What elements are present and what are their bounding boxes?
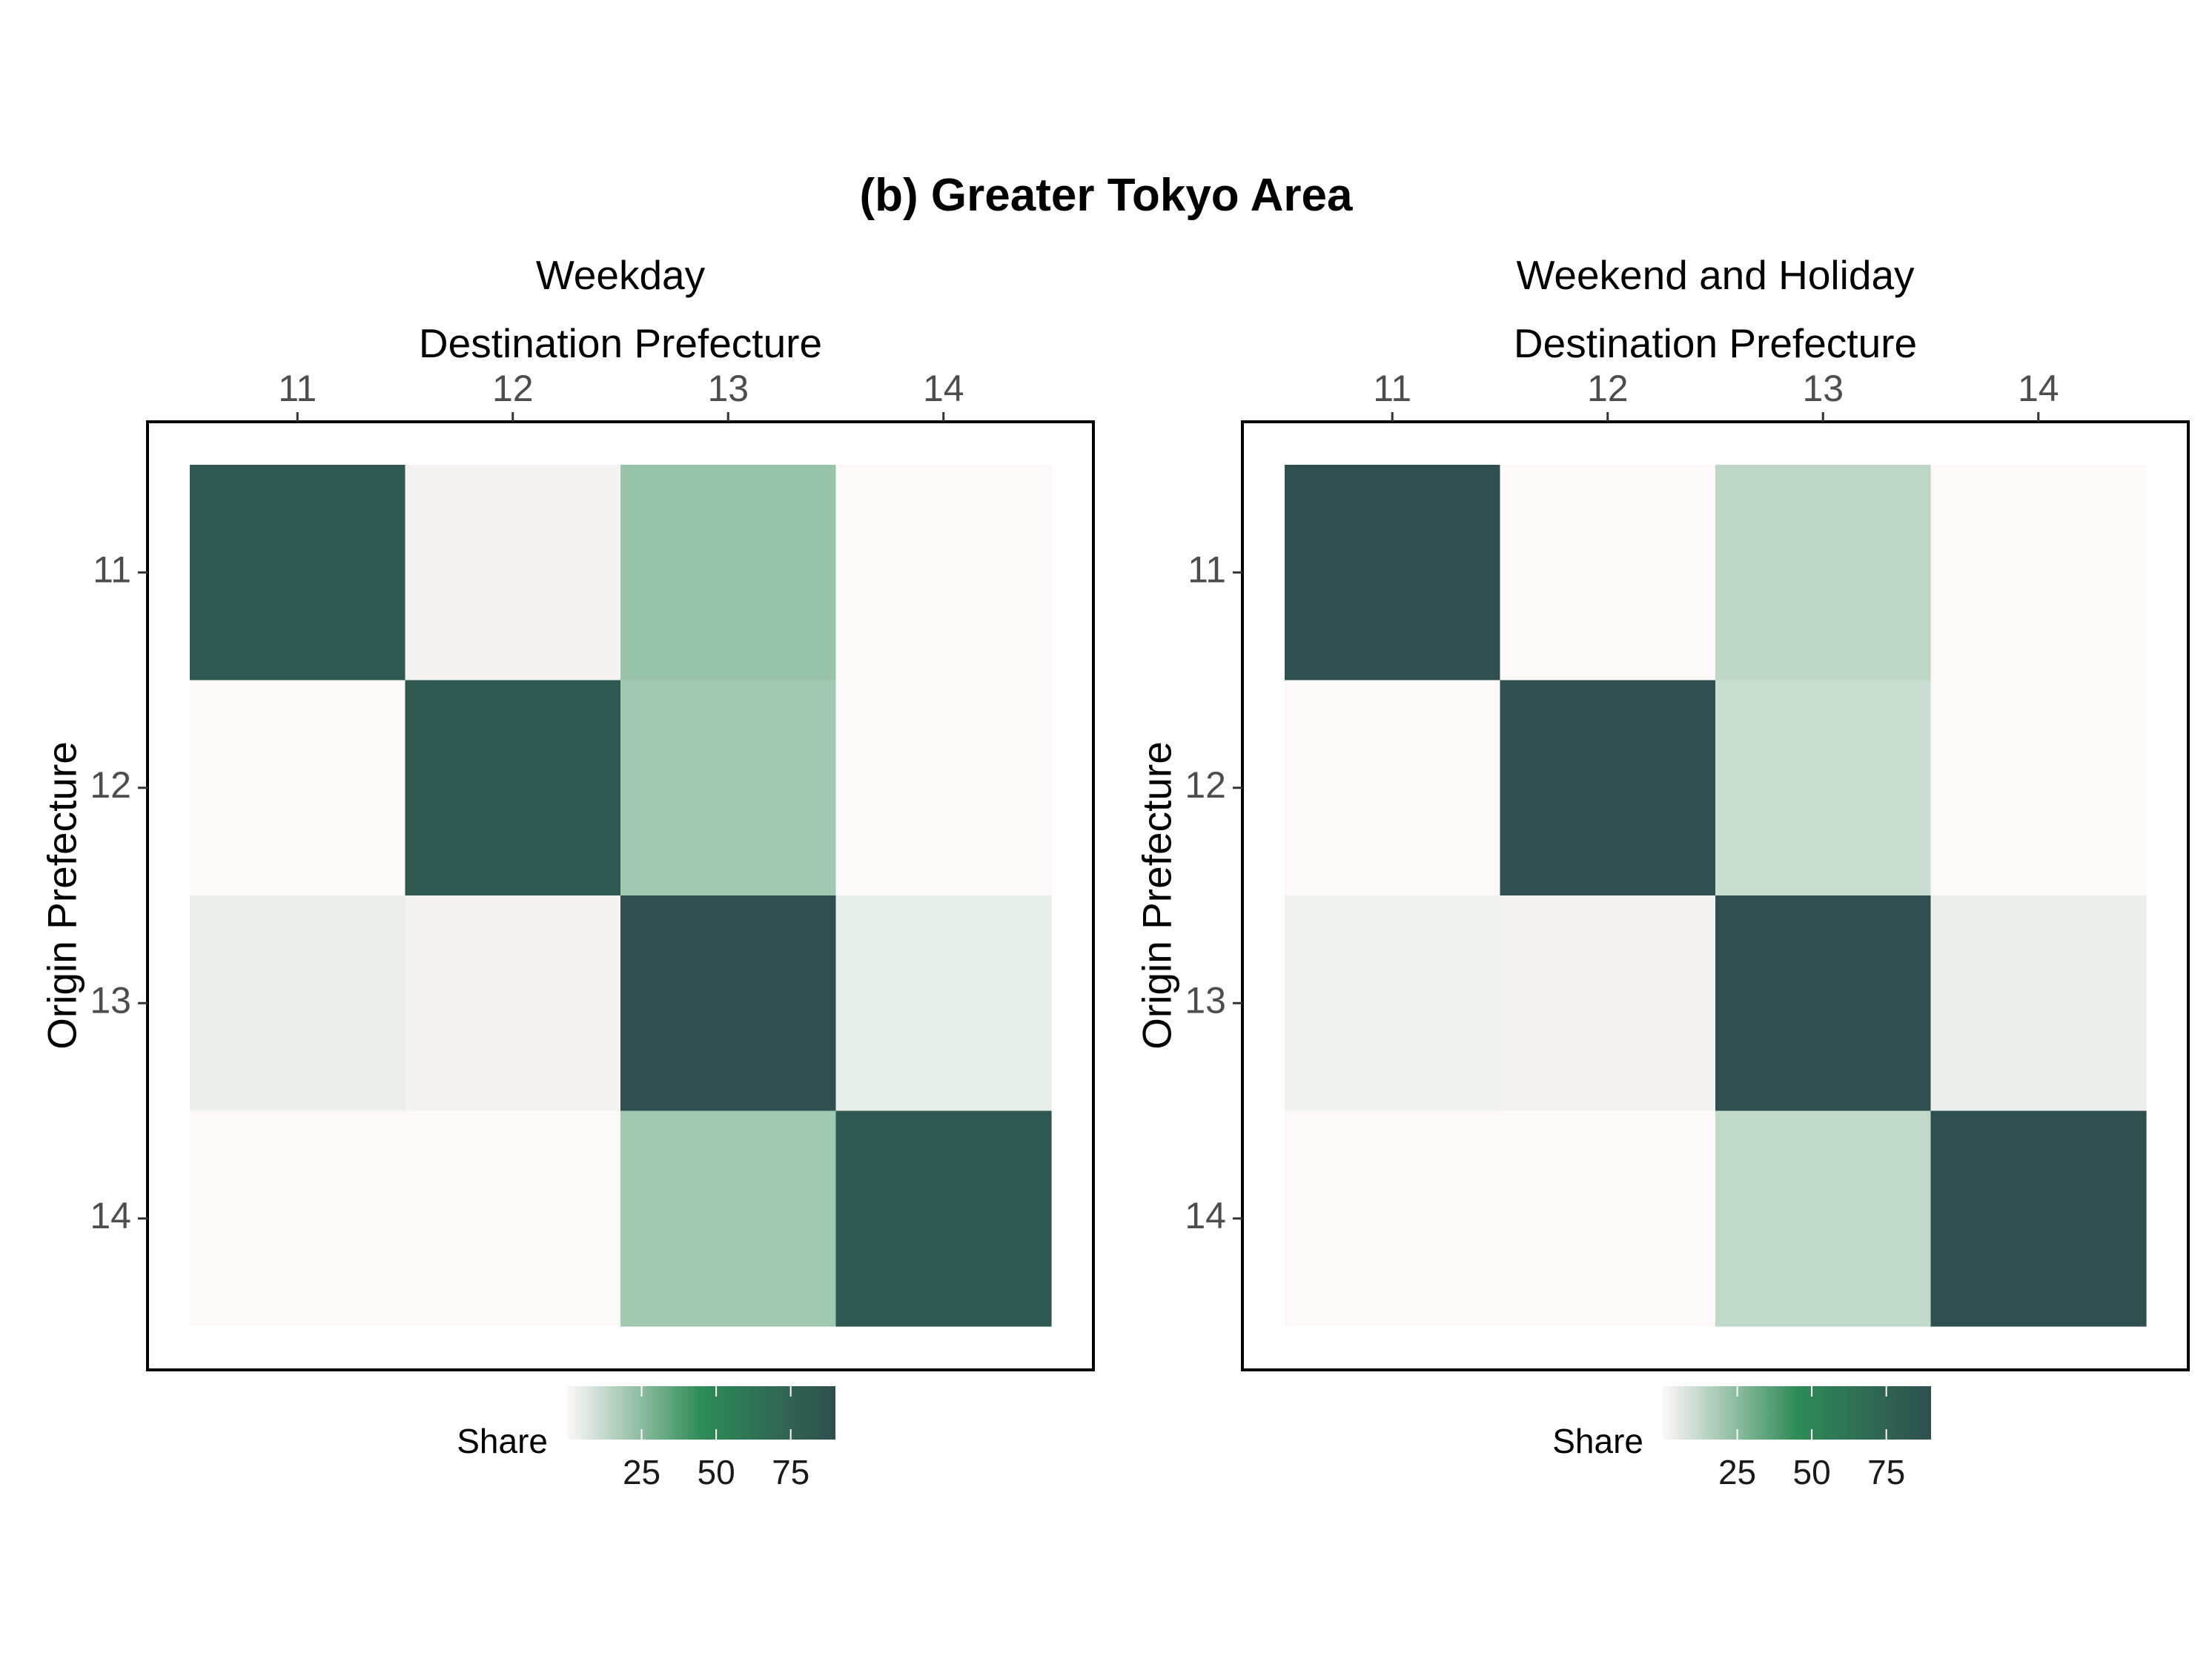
- heatmap-cell: [1930, 895, 2147, 1112]
- heatmap-cell: [1930, 1110, 2147, 1327]
- heatmap-cell: [1715, 465, 1932, 681]
- y-tick-label: 12: [90, 764, 131, 806]
- heatmap-panel-1: Weekday Destination Prefecture Origin Pref…: [39, 252, 1095, 1491]
- y-tick-label: 13: [90, 979, 131, 1021]
- heatmap-cell: [1715, 1110, 1932, 1327]
- legend-tick-label: 50: [698, 1453, 735, 1491]
- legend-title: Share: [457, 1422, 548, 1460]
- y-tick-label: 11: [93, 549, 131, 590]
- heatmap-cell: [405, 465, 621, 681]
- x-tick-label: 11: [1373, 368, 1411, 409]
- heatmap-cell: [1285, 1110, 1501, 1327]
- legend-colorbar: [567, 1386, 835, 1440]
- y-tick-label: 11: [1188, 549, 1226, 590]
- y-tick-label: 12: [1185, 764, 1226, 806]
- heatmap-cell: [1715, 680, 1932, 896]
- y-tick-label: 13: [1185, 979, 1226, 1021]
- legend-tick-label: 75: [772, 1453, 809, 1491]
- heatmap-cell: [405, 895, 621, 1112]
- x-axis-title: Destination Prefecture: [1514, 320, 1917, 366]
- x-tick-label: 14: [2018, 368, 2059, 409]
- y-tick-label: 14: [90, 1195, 131, 1236]
- legend-tick-label: 25: [1718, 1453, 1756, 1491]
- x-tick-label: 12: [492, 368, 534, 409]
- y-axis-title: Origin Prefecture: [1134, 741, 1180, 1050]
- heatmap-cell: [835, 465, 1052, 681]
- heatmap-cell: [405, 1110, 621, 1327]
- x-tick-label: 12: [1587, 368, 1629, 409]
- legend-tick-label: 75: [1867, 1453, 1905, 1491]
- heatmap-cell: [1285, 895, 1501, 1112]
- x-axis-title: Destination Prefecture: [419, 320, 822, 366]
- heatmap-cell: [835, 895, 1052, 1112]
- heatmap-cell: [405, 680, 621, 896]
- heatmap-cell: [620, 895, 837, 1112]
- legend-tick-label: 50: [1793, 1453, 1831, 1491]
- x-tick-label: 13: [1802, 368, 1844, 409]
- legend: Share 25 50 75: [1552, 1386, 1931, 1491]
- heatmap-cell: [1500, 1110, 1716, 1327]
- heatmap-panel-2: Weekend and Holiday Destination Prefectur…: [1134, 252, 2190, 1491]
- x-tick-label: 13: [707, 368, 749, 409]
- heatmap-cell: [620, 680, 837, 896]
- heatmap-cell: [1500, 680, 1716, 896]
- heatmap-cell: [1500, 465, 1716, 681]
- heatmap-cell: [1930, 465, 2147, 681]
- heatmap-cell: [835, 680, 1052, 896]
- heatmap-cell: [190, 1110, 406, 1327]
- x-tick-label: 11: [278, 368, 317, 409]
- heatmap-cell: [1930, 680, 2147, 896]
- panel-border: [1241, 420, 2190, 1371]
- heatmap-cell: [620, 1110, 837, 1327]
- legend: Share 25 50 75: [457, 1386, 835, 1491]
- heatmap-cell: [1285, 680, 1501, 896]
- heatmap-cell: [620, 465, 837, 681]
- panel-title: Weekday: [536, 252, 706, 298]
- heatmap-cell: [1500, 895, 1716, 1112]
- y-axis-title: Origin Prefecture: [39, 741, 85, 1050]
- heatmap-cell: [1715, 895, 1932, 1112]
- y-tick-label: 14: [1185, 1195, 1226, 1236]
- legend-colorbar: [1663, 1386, 1931, 1440]
- x-tick-label: 14: [923, 368, 964, 409]
- panel-title: Weekend and Holiday: [1516, 252, 1915, 298]
- heatmap-cell: [190, 680, 406, 896]
- heatmap-cell: [190, 465, 406, 681]
- heatmap-cell: [190, 895, 406, 1112]
- panel-border: [146, 420, 1095, 1371]
- heatmap-cell: [1285, 465, 1501, 681]
- legend-tick-label: 25: [623, 1453, 660, 1491]
- legend-title: Share: [1552, 1422, 1643, 1460]
- heatmap-cell: [835, 1110, 1052, 1327]
- chart-title: (b) Greater Tokyo Area: [860, 170, 1353, 221]
